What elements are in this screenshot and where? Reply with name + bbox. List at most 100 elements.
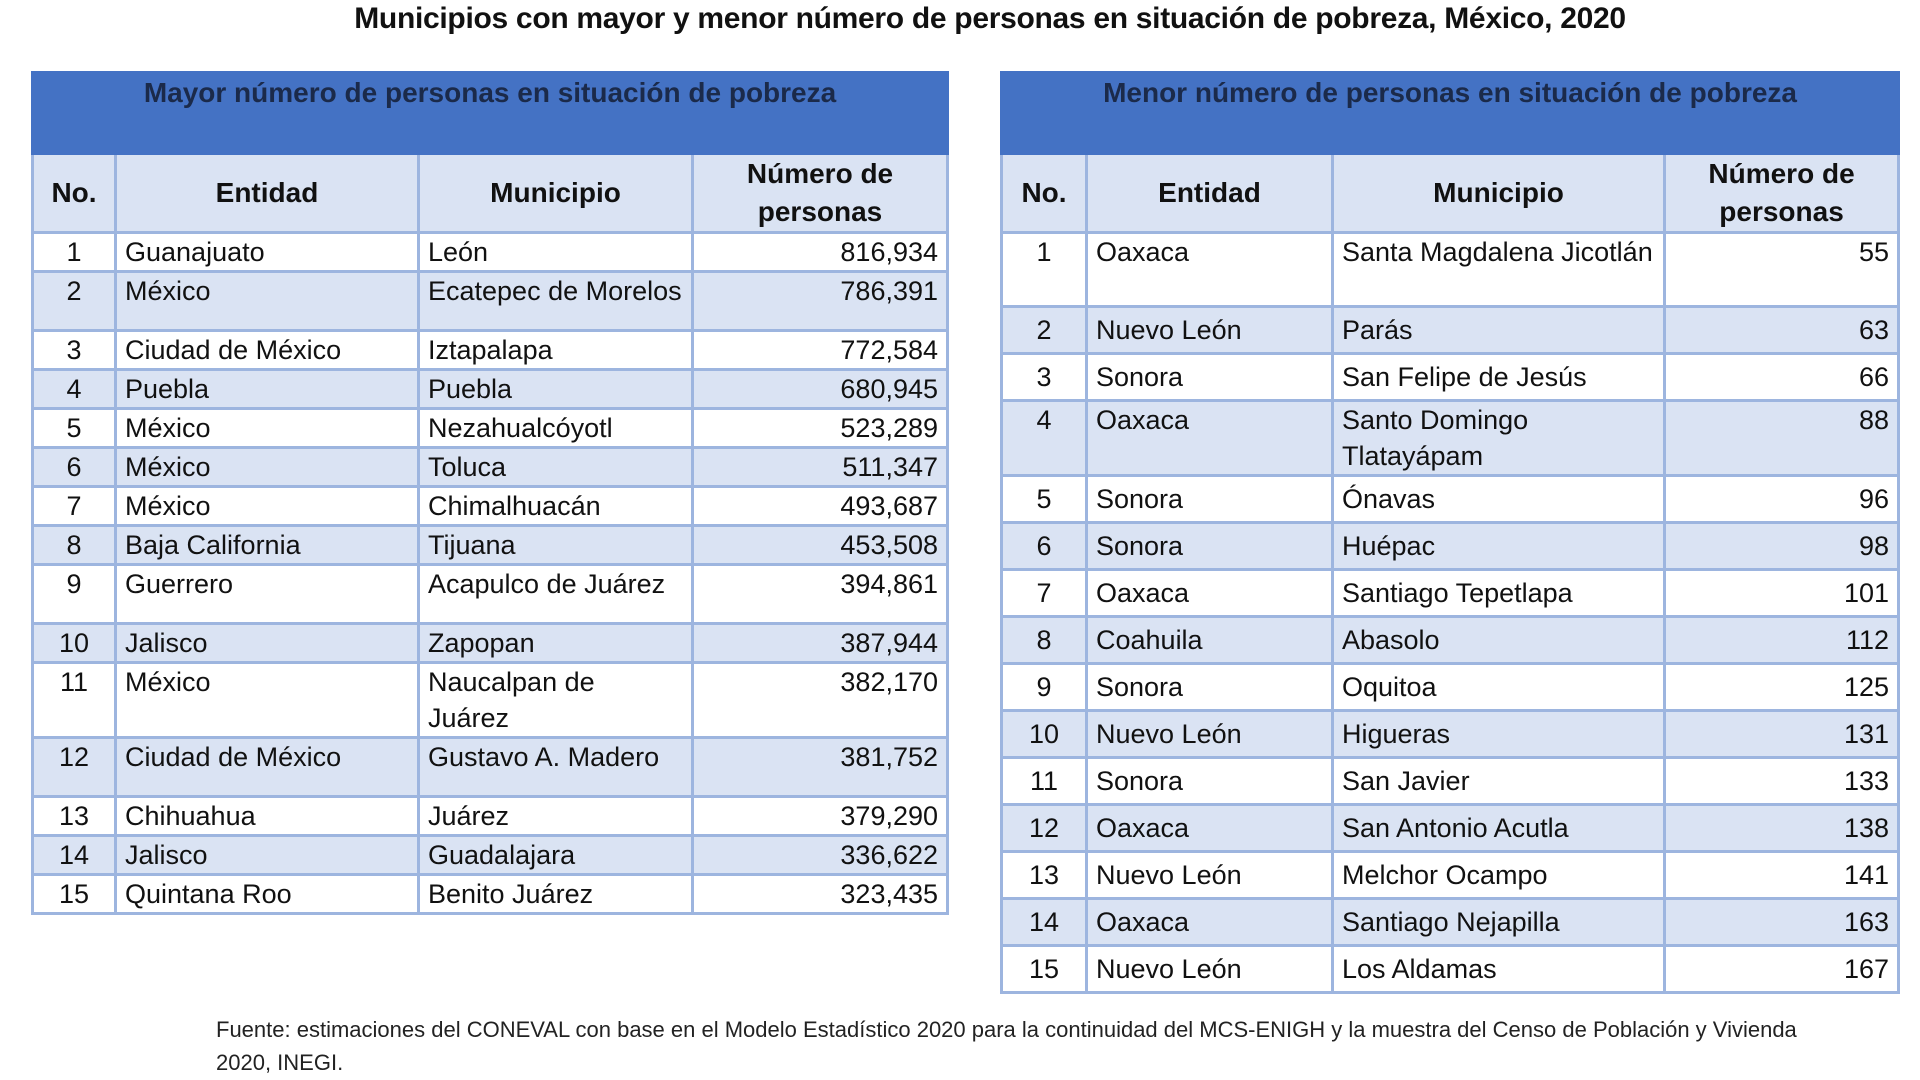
- cell-personas: 138: [1662, 803, 1901, 853]
- cell-municipio: Santo Domingo Tlatayápam: [1331, 399, 1666, 477]
- cell-entidad: Oaxaca: [1085, 803, 1334, 853]
- cell-no: 2: [31, 270, 117, 332]
- cell-entidad: Nuevo León: [1085, 944, 1334, 994]
- cell-municipio: Parás: [1331, 305, 1666, 355]
- cell-municipio: Naucalpan de Juárez: [417, 661, 694, 739]
- cell-personas: 772,584: [690, 329, 950, 371]
- table-row: 5 México Nezahualcóyotl 523,289: [31, 407, 950, 449]
- cell-entidad: Nuevo León: [1085, 305, 1334, 355]
- table-row: 5 Sonora Ónavas 96: [1000, 474, 1901, 524]
- cell-personas: 511,347: [690, 446, 950, 488]
- cell-entidad: Sonora: [1085, 756, 1334, 806]
- cell-personas: 493,687: [690, 485, 950, 527]
- cell-entidad: Oaxaca: [1085, 399, 1334, 477]
- cell-personas: 786,391: [690, 270, 950, 332]
- cell-no: 3: [1000, 352, 1088, 402]
- cell-no: 15: [1000, 944, 1088, 994]
- cell-no: 5: [1000, 474, 1088, 524]
- cell-municipio: Puebla: [417, 368, 694, 410]
- table-row: 9 Sonora Oquitoa 125: [1000, 662, 1901, 712]
- cell-personas: 163: [1662, 897, 1901, 947]
- cell-personas: 336,622: [690, 834, 950, 876]
- cell-municipio: Abasolo: [1331, 615, 1666, 665]
- table-row: 7 Oaxaca Santiago Tepetlapa 101: [1000, 568, 1901, 618]
- cell-no: 10: [1000, 709, 1088, 759]
- cell-no: 2: [1000, 305, 1088, 355]
- cell-personas: 394,861: [690, 563, 950, 625]
- cell-no: 9: [1000, 662, 1088, 712]
- cell-no: 5: [31, 407, 117, 449]
- cell-municipio: San Antonio Acutla: [1331, 803, 1666, 853]
- cell-personas: 453,508: [690, 524, 950, 566]
- table-row: 2 Nuevo León Parás 63: [1000, 305, 1901, 355]
- table-row: 1 Oaxaca Santa Magdalena Jicotlán 55: [1000, 231, 1901, 308]
- table-row: 3 Ciudad de México Iztapalapa 772,584: [31, 329, 950, 371]
- cell-no: 6: [31, 446, 117, 488]
- cell-municipio: Santiago Nejapilla: [1331, 897, 1666, 947]
- cell-personas: 63: [1662, 305, 1901, 355]
- cell-no: 11: [31, 661, 117, 739]
- cell-no: 8: [1000, 615, 1088, 665]
- table-row: 9 Guerrero Acapulco de Juárez 394,861: [31, 563, 950, 625]
- cell-municipio: Iztapalapa: [417, 329, 694, 371]
- cell-personas: 55: [1662, 231, 1901, 308]
- table-row: 15 Nuevo León Los Aldamas 167: [1000, 944, 1901, 994]
- table-mayor-pobreza: Mayor número de personas en situación de…: [30, 71, 950, 915]
- cell-no: 1: [1000, 231, 1088, 308]
- table-row: 4 Oaxaca Santo Domingo Tlatayápam 88: [1000, 399, 1901, 477]
- cell-no: 10: [31, 622, 117, 664]
- table-row: 12 Ciudad de México Gustavo A. Madero 381,7…: [31, 736, 950, 798]
- cell-personas: 131: [1662, 709, 1901, 759]
- cell-entidad: Sonora: [1085, 352, 1334, 402]
- cell-personas: 816,934: [690, 231, 950, 273]
- column-header-entidad: Entidad: [1085, 152, 1334, 234]
- cell-entidad: México: [114, 270, 420, 332]
- cell-municipio: Higueras: [1331, 709, 1666, 759]
- cell-entidad: México: [114, 485, 420, 527]
- cell-no: 7: [1000, 568, 1088, 618]
- cell-entidad: Guerrero: [114, 563, 420, 625]
- column-header-personas: Número de personas: [1662, 152, 1901, 234]
- cell-municipio: Acapulco de Juárez: [417, 563, 694, 625]
- table-row: 15 Quintana Roo Benito Juárez 323,435: [31, 873, 950, 915]
- table-row: 8 Coahuila Abasolo 112: [1000, 615, 1901, 665]
- cell-municipio: Gustavo A. Madero: [417, 736, 694, 798]
- cell-personas: 680,945: [690, 368, 950, 410]
- cell-municipio: San Felipe de Jesús: [1331, 352, 1666, 402]
- table-row: 13 Chihuahua Juárez 379,290: [31, 795, 950, 837]
- cell-entidad: Oaxaca: [1085, 568, 1334, 618]
- cell-entidad: México: [114, 446, 420, 488]
- cell-personas: 101: [1662, 568, 1901, 618]
- cell-personas: 382,170: [690, 661, 950, 739]
- cell-entidad: Puebla: [114, 368, 420, 410]
- source-note: Fuente: estimaciones del CONEVAL con bas…: [216, 1017, 1797, 1075]
- cell-municipio: Zapopan: [417, 622, 694, 664]
- cell-municipio: Huépac: [1331, 521, 1666, 571]
- cell-personas: 133: [1662, 756, 1901, 806]
- cell-entidad: Sonora: [1085, 662, 1334, 712]
- cell-municipio: Ónavas: [1331, 474, 1666, 524]
- cell-municipio: Oquitoa: [1331, 662, 1666, 712]
- table-caption: Mayor número de personas en situación de…: [30, 71, 950, 155]
- table-row: 14 Jalisco Guadalajara 336,622: [31, 834, 950, 876]
- cell-no: 3: [31, 329, 117, 371]
- column-header-municipio: Municipio: [417, 152, 694, 234]
- cell-municipio: Benito Juárez: [417, 873, 694, 915]
- cell-personas: 379,290: [690, 795, 950, 837]
- cell-entidad: Nuevo León: [1085, 709, 1334, 759]
- cell-personas: 167: [1662, 944, 1901, 994]
- cell-entidad: Jalisco: [114, 622, 420, 664]
- cell-municipio: Los Aldamas: [1331, 944, 1666, 994]
- cell-no: 11: [1000, 756, 1088, 806]
- cell-personas: 66: [1662, 352, 1901, 402]
- cell-no: 14: [31, 834, 117, 876]
- cell-municipio: León: [417, 231, 694, 273]
- cell-municipio: Ecatepec de Morelos: [417, 270, 694, 332]
- table-row: 4 Puebla Puebla 680,945: [31, 368, 950, 410]
- table-row: 12 Oaxaca San Antonio Acutla 138: [1000, 803, 1901, 853]
- cell-personas: 112: [1662, 615, 1901, 665]
- table-caption: Menor número de personas en situación de…: [999, 71, 1901, 155]
- cell-no: 13: [31, 795, 117, 837]
- column-header-no: No.: [1000, 152, 1088, 234]
- page-title: Municipios con mayor y menor número de p…: [354, 2, 1626, 35]
